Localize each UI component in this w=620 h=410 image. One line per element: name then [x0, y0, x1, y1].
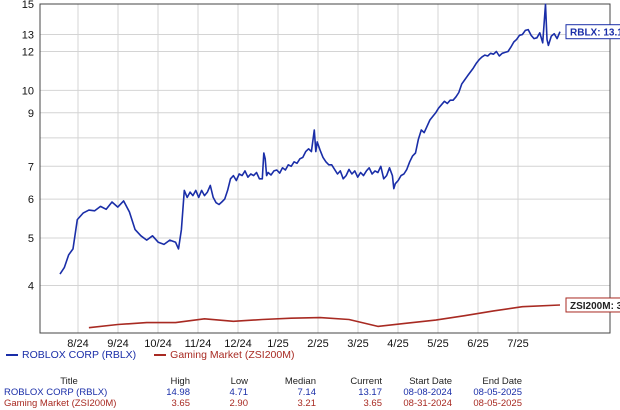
- stats-header-current: Current: [350, 375, 382, 387]
- x-tick-label: 12/24: [224, 338, 252, 350]
- series-line-gaming: [88, 304, 561, 329]
- stats-header-low: Low: [230, 375, 248, 387]
- x-tick-label: 6/25: [467, 338, 488, 350]
- stats-cell-end-date: 08-05-2025: [473, 387, 522, 398]
- stats-cell-current: 3.65: [363, 398, 383, 409]
- callout-box-rblx: [565, 24, 620, 40]
- callout-box-gaming: [565, 297, 620, 313]
- legend-swatch-rblx: [6, 354, 18, 357]
- x-tick-label: 5/25: [427, 338, 448, 350]
- legend-label-gaming: Gaming Market (ZSI200M): [170, 349, 295, 362]
- stats-table: Title High Low Median Current Start Date…: [0, 375, 530, 410]
- stats-row-gaming: Gaming Market (ZSI200M) 3.65 2.90 3.21 3…: [0, 398, 530, 409]
- stats-cell-end-date: 08-05-2025: [473, 398, 522, 409]
- legend-swatch-gaming: [154, 354, 167, 357]
- stats-cell-median: 7.14: [297, 387, 317, 398]
- x-tick-label: 3/25: [347, 338, 368, 350]
- stats-cell-title: Gaming Market (ZSI200M): [4, 398, 117, 409]
- x-tick-label: 9/24: [107, 338, 128, 350]
- stats-header-title: Title: [60, 375, 78, 387]
- stats-cell-high: 3.65: [171, 398, 191, 409]
- stats-row-rblx: ROBLOX CORP (RBLX) 14.98 4.71 7.14 13.17…: [0, 387, 530, 398]
- y-tick-label: 7: [28, 161, 34, 173]
- stats-cell-low: 4.71: [229, 387, 249, 398]
- y-tick-label: 10: [22, 85, 34, 97]
- callout-label-rblx: RBLX: 13.17: [570, 28, 620, 39]
- y-tick-label: 12: [22, 47, 34, 59]
- stats-header-row: Title High Low Median Current Start Date…: [0, 375, 530, 387]
- x-tick-label: 10/24: [144, 338, 172, 350]
- stats-cell-title: ROBLOX CORP (RBLX): [4, 387, 108, 398]
- stats-cell-current: 13.17: [358, 387, 382, 398]
- line-chart: 4 5 6 7 9 10 12 13 15 8/24 9/24 10/24 11/24 12/24 1/25…: [22, 0, 620, 350]
- stats-header-start-date: Start Date: [409, 375, 452, 387]
- x-tick-label: 11/24: [185, 338, 212, 350]
- y-tick-label: 15: [22, 0, 34, 11]
- stats-header-end-date: End Date: [482, 375, 522, 387]
- x-tick-label: 7/25: [507, 338, 528, 350]
- x-tick-label: 2/25: [307, 338, 328, 350]
- legend-label-rblx: ROBLOX CORP (RBLX): [22, 349, 137, 362]
- x-tick-label: 8/24: [67, 338, 88, 350]
- y-tick-label: 6: [28, 194, 34, 206]
- x-tick-label: 1/25: [267, 338, 288, 350]
- stats-cell-start-date: 08-08-2024: [403, 387, 452, 398]
- stats-cell-start-date: 08-31-2024: [403, 398, 452, 409]
- series-line-rblx: [59, 3, 561, 275]
- x-tick-label: 4/25: [387, 338, 408, 350]
- y-tick-label: 4: [28, 280, 34, 292]
- stats-cell-high: 14.98: [166, 387, 190, 398]
- legend: ROBLOX CORP (RBLX) Gaming Market (ZSI200M…: [6, 349, 294, 361]
- callout-label-gaming: ZSI200M: 3.65: [570, 301, 620, 312]
- stats-header-high: High: [170, 375, 190, 387]
- y-tick-label: 13: [22, 29, 34, 41]
- stats-cell-low: 2.90: [229, 398, 249, 409]
- plot-frame: [39, 3, 611, 334]
- stats-header-median: Median: [284, 375, 316, 387]
- y-tick-label: 9: [28, 108, 34, 120]
- stats-cell-median: 3.21: [297, 398, 317, 409]
- y-tick-label: 5: [28, 233, 34, 245]
